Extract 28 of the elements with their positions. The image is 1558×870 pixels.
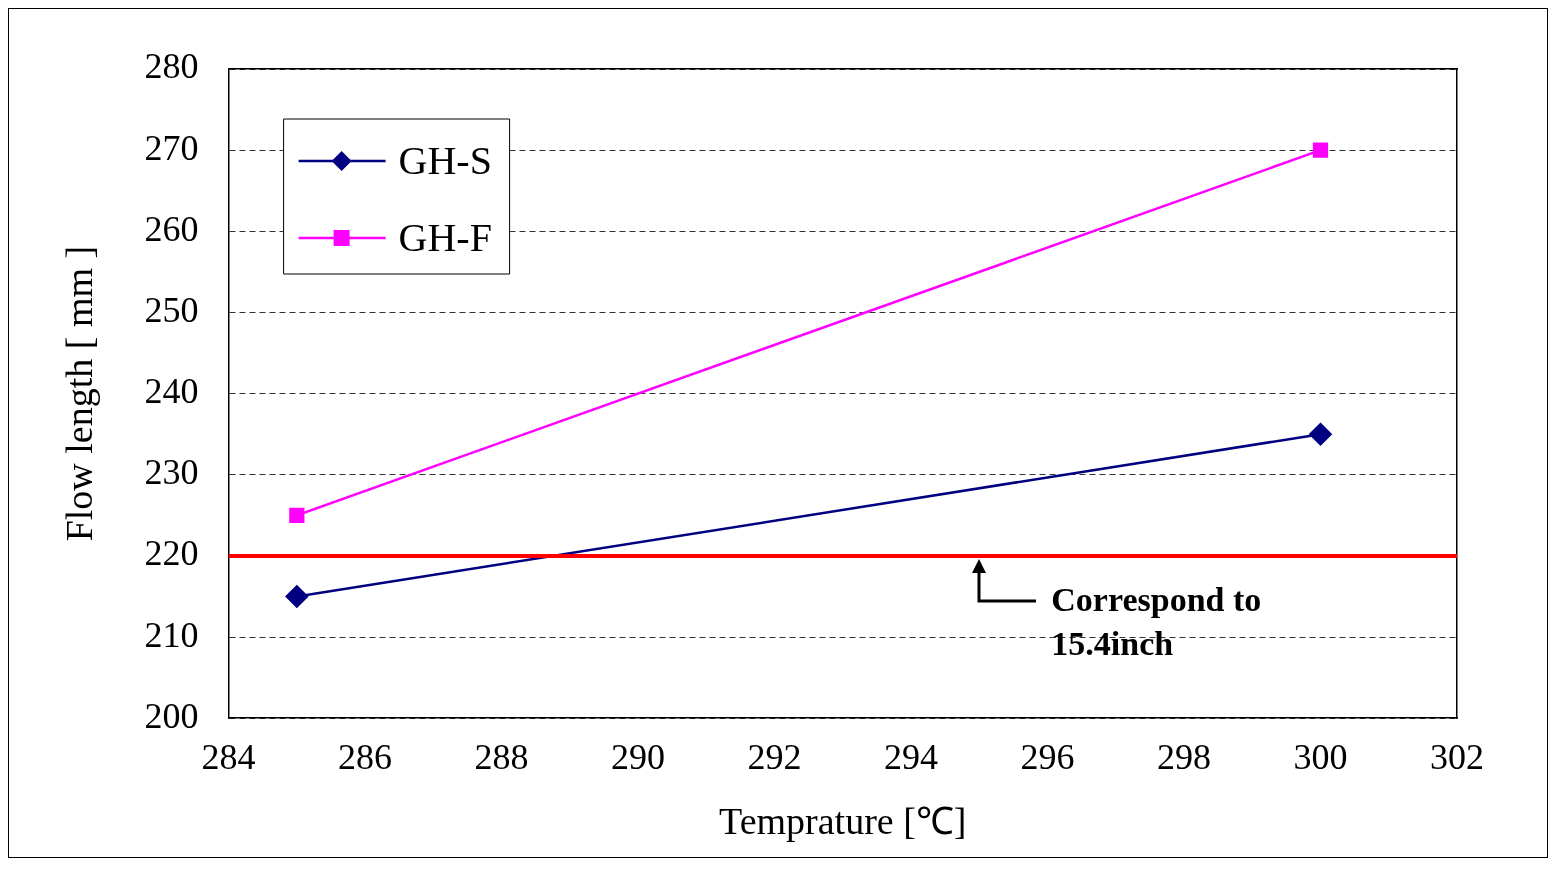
x-axis-title: Temprature [℃] bbox=[719, 800, 967, 843]
legend-label: GH-S bbox=[398, 137, 492, 183]
y-tick-label: 260 bbox=[144, 208, 199, 249]
y-tick-label: 240 bbox=[144, 371, 199, 412]
y-tick-label: 270 bbox=[144, 127, 199, 168]
x-tick-label: 294 bbox=[884, 737, 939, 778]
x-tick-label: 296 bbox=[1020, 737, 1075, 778]
point bbox=[289, 507, 305, 523]
x-tick-label: 298 bbox=[1157, 737, 1212, 778]
x-tick-label: 288 bbox=[474, 737, 529, 778]
point bbox=[1309, 422, 1332, 446]
y-tick-label: 230 bbox=[144, 452, 199, 493]
y-tick-label: 280 bbox=[144, 46, 199, 87]
y-tick-label: 200 bbox=[144, 695, 199, 736]
legend-label: GH-F bbox=[398, 214, 492, 260]
x-tick-label: 286 bbox=[338, 737, 393, 778]
x-tick-label: 300 bbox=[1293, 737, 1348, 778]
point bbox=[285, 585, 309, 608]
y-tick-label: 210 bbox=[144, 614, 199, 655]
x-tick-label: 302 bbox=[1430, 737, 1484, 778]
y-tick-label: 250 bbox=[144, 289, 199, 330]
y-axis-title: Flow length [ mm ] bbox=[57, 245, 100, 542]
x-tick-label: 290 bbox=[611, 737, 666, 778]
annotation: Correspond to 15.4inch bbox=[1051, 580, 1262, 662]
point bbox=[1312, 142, 1329, 158]
x-tick-label: 284 bbox=[201, 737, 256, 778]
x-tick-label: 292 bbox=[747, 737, 802, 778]
y-tick-label: 220 bbox=[144, 533, 199, 574]
